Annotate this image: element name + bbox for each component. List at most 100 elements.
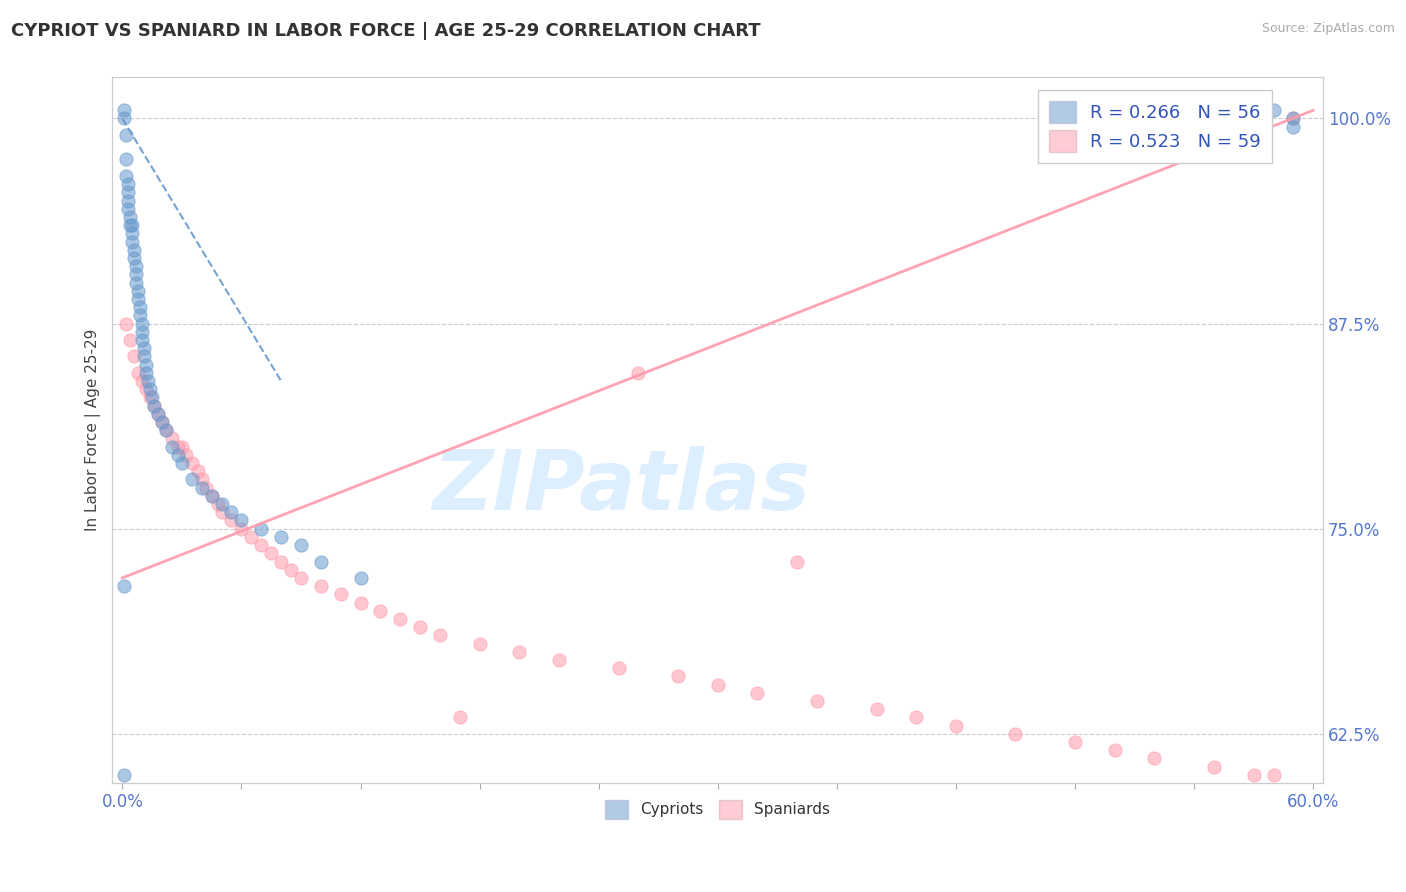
Point <box>160 440 183 454</box>
Point <box>112 103 135 118</box>
Point <box>290 538 312 552</box>
Point <box>174 448 197 462</box>
Point <box>135 382 157 396</box>
Text: ZIPatlas: ZIPatlas <box>432 446 810 527</box>
Point <box>194 481 217 495</box>
Point <box>141 391 163 405</box>
Point <box>240 530 263 544</box>
Point <box>707 677 730 691</box>
Point <box>117 194 139 208</box>
Point <box>250 538 273 552</box>
Point <box>150 415 173 429</box>
Point <box>1263 103 1285 118</box>
Point <box>112 768 135 782</box>
Point <box>127 284 149 298</box>
Legend: Cypriots, Spaniards: Cypriots, Spaniards <box>599 794 837 825</box>
Point <box>207 497 229 511</box>
Point <box>1004 727 1026 741</box>
Point <box>221 514 243 528</box>
Point <box>112 579 135 593</box>
Point <box>170 440 193 454</box>
Point <box>945 718 967 732</box>
Point <box>1243 768 1265 782</box>
Point <box>329 587 352 601</box>
Point <box>115 153 138 167</box>
Point <box>1143 751 1166 765</box>
Point <box>389 612 412 626</box>
Point <box>508 645 530 659</box>
Point <box>548 653 571 667</box>
Point <box>155 423 177 437</box>
Point <box>121 227 143 241</box>
Point <box>211 497 233 511</box>
Point <box>270 555 292 569</box>
Point <box>139 382 162 396</box>
Point <box>131 325 153 339</box>
Point <box>125 276 148 290</box>
Point <box>120 218 142 232</box>
Point <box>121 235 143 249</box>
Point <box>666 669 689 683</box>
Point <box>231 522 253 536</box>
Point <box>1282 120 1305 134</box>
Point <box>806 694 828 708</box>
Point <box>221 505 243 519</box>
Point <box>190 473 212 487</box>
Point <box>120 333 142 347</box>
Point <box>143 399 166 413</box>
Point <box>260 546 283 560</box>
Text: Source: ZipAtlas.com: Source: ZipAtlas.com <box>1261 22 1395 36</box>
Point <box>160 432 183 446</box>
Point <box>190 481 212 495</box>
Point <box>134 350 156 364</box>
Point <box>146 407 169 421</box>
Point <box>905 710 928 724</box>
Point <box>122 243 145 257</box>
Point <box>449 710 471 724</box>
Point <box>290 571 312 585</box>
Point <box>1263 768 1285 782</box>
Point <box>1282 112 1305 126</box>
Point <box>429 628 451 642</box>
Point <box>250 522 273 536</box>
Point <box>122 251 145 265</box>
Point <box>127 292 149 306</box>
Point <box>786 555 808 569</box>
Point <box>1064 735 1087 749</box>
Point <box>187 464 209 478</box>
Point <box>135 366 157 380</box>
Text: CYPRIOT VS SPANIARD IN LABOR FORCE | AGE 25-29 CORRELATION CHART: CYPRIOT VS SPANIARD IN LABOR FORCE | AGE… <box>11 22 761 40</box>
Point <box>134 341 156 355</box>
Point <box>280 563 302 577</box>
Point <box>468 636 491 650</box>
Point <box>121 218 143 232</box>
Point <box>349 571 371 585</box>
Point <box>150 415 173 429</box>
Point <box>120 210 142 224</box>
Point <box>117 177 139 191</box>
Point <box>170 456 193 470</box>
Point <box>1104 743 1126 757</box>
Point <box>131 374 153 388</box>
Point <box>143 399 166 413</box>
Point <box>201 489 224 503</box>
Point <box>115 317 138 331</box>
Point <box>146 407 169 421</box>
Point <box>155 423 177 437</box>
Point <box>211 505 233 519</box>
Point <box>309 579 332 593</box>
Point <box>309 555 332 569</box>
Point <box>139 391 162 405</box>
Y-axis label: In Labor Force | Age 25-29: In Labor Force | Age 25-29 <box>86 329 101 532</box>
Point <box>231 514 253 528</box>
Point <box>129 300 152 314</box>
Point <box>129 309 152 323</box>
Point <box>607 661 630 675</box>
Point <box>122 350 145 364</box>
Point <box>125 268 148 282</box>
Point <box>349 595 371 609</box>
Point <box>125 259 148 273</box>
Point <box>1202 759 1225 773</box>
Point <box>370 604 392 618</box>
Point <box>180 473 202 487</box>
